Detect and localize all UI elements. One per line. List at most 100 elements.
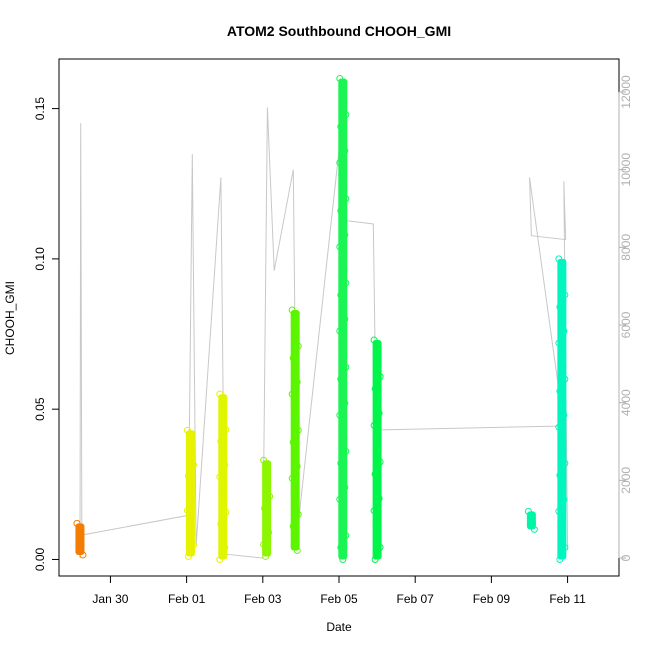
flight-point xyxy=(338,255,346,263)
flight-point xyxy=(291,366,299,374)
flight-point xyxy=(293,462,301,470)
flight-point xyxy=(339,471,347,479)
flight-point xyxy=(183,507,191,515)
flight-point xyxy=(337,375,345,383)
flight-point xyxy=(187,530,195,538)
flight-point xyxy=(375,409,383,417)
flight-point xyxy=(187,449,195,457)
flight-point xyxy=(339,219,347,227)
secondary-y-tick-label: 2000 xyxy=(619,467,633,494)
flight-point xyxy=(342,363,350,371)
flight-point xyxy=(260,456,268,464)
flight-point xyxy=(184,552,192,560)
flight-point xyxy=(340,183,348,191)
flight-point xyxy=(336,411,344,419)
altitude-line xyxy=(79,107,569,559)
flight-point xyxy=(556,555,564,563)
secondary-y-tick-label: 6000 xyxy=(619,311,633,338)
flight-point xyxy=(292,330,300,338)
flight-point xyxy=(341,483,349,491)
flight-point xyxy=(73,519,81,527)
flight-point xyxy=(556,303,564,311)
flight-point xyxy=(559,363,567,371)
secondary-y-tick-label: 10000 xyxy=(619,153,633,187)
flight-point xyxy=(294,426,302,434)
flight-point xyxy=(294,510,302,518)
flight-point xyxy=(555,339,563,347)
flight-point xyxy=(342,279,350,287)
flight-point xyxy=(526,513,534,521)
flight-point xyxy=(561,543,569,551)
y-axis: 0.00 0.05 0.10 0.15 xyxy=(33,97,60,571)
flight-point xyxy=(183,426,191,434)
flight-point xyxy=(218,402,226,410)
flight-point xyxy=(336,75,344,83)
flight-series-5 xyxy=(288,306,302,554)
flight-point xyxy=(374,360,382,368)
flight-point xyxy=(372,519,380,527)
flight-point xyxy=(263,516,271,524)
x-tick-label: Feb 03 xyxy=(244,592,282,606)
flight-point xyxy=(559,531,567,539)
flight-point xyxy=(371,385,379,393)
flight-point xyxy=(220,496,228,504)
flight-point xyxy=(185,438,193,446)
flight-point xyxy=(189,461,197,469)
flight-point-band xyxy=(75,523,85,555)
flight-point xyxy=(340,267,348,275)
flight-point xyxy=(217,520,225,528)
flight-point xyxy=(341,315,349,323)
y-axis-label: CHOOH_GMI xyxy=(3,281,17,355)
flight-point xyxy=(336,243,344,251)
secondary-y-axis: 0 2000 4000 6000 8000 10000 12000 xyxy=(618,75,633,561)
flight-point xyxy=(218,485,226,493)
flight-point xyxy=(77,540,85,548)
flight-point xyxy=(375,495,383,503)
flight-point xyxy=(372,348,380,356)
flight-point xyxy=(189,541,197,549)
flight-point xyxy=(288,474,296,482)
x-tick-label: Feb 05 xyxy=(320,592,358,606)
flight-point xyxy=(293,378,301,386)
flight-point xyxy=(341,399,349,407)
flight-point xyxy=(222,426,230,434)
flight-point xyxy=(557,351,565,359)
flight-point xyxy=(262,468,270,476)
secondary-y-tick-label: 8000 xyxy=(619,234,633,261)
flight-point xyxy=(264,480,272,488)
flight-point xyxy=(374,446,382,454)
secondary-y-tick-label: 12000 xyxy=(619,75,633,109)
flight-point xyxy=(288,390,296,398)
flight-point xyxy=(289,438,297,446)
flight-point xyxy=(79,551,87,559)
flight-point xyxy=(293,546,301,554)
flight-point xyxy=(216,390,224,398)
flight-point xyxy=(340,435,348,443)
flight-series-1 xyxy=(73,519,87,559)
flight-point xyxy=(216,473,224,481)
flight-point xyxy=(337,291,345,299)
flight-point xyxy=(370,421,378,429)
flight-point xyxy=(342,447,350,455)
flight-point xyxy=(558,399,566,407)
flight-point xyxy=(217,437,225,445)
flight-point xyxy=(221,461,229,469)
flight-point xyxy=(289,354,297,362)
flight-point xyxy=(337,459,345,467)
altitude-series xyxy=(79,107,569,559)
flight-point xyxy=(290,402,298,410)
y-tick-label: 0.05 xyxy=(33,397,47,421)
secondary-y-tick-label: 0 xyxy=(619,554,633,561)
flight-series-8 xyxy=(524,507,538,533)
flight-point xyxy=(559,279,567,287)
flight-point xyxy=(371,470,379,478)
flight-point xyxy=(555,255,563,263)
flight-point xyxy=(340,351,348,359)
flight-point xyxy=(219,449,227,457)
flight-point xyxy=(560,411,568,419)
flight-point xyxy=(338,87,346,95)
x-tick-label: Feb 09 xyxy=(473,592,511,606)
flight-series-2 xyxy=(183,426,197,560)
flight-point xyxy=(184,472,192,480)
flight-series-6 xyxy=(336,75,350,563)
